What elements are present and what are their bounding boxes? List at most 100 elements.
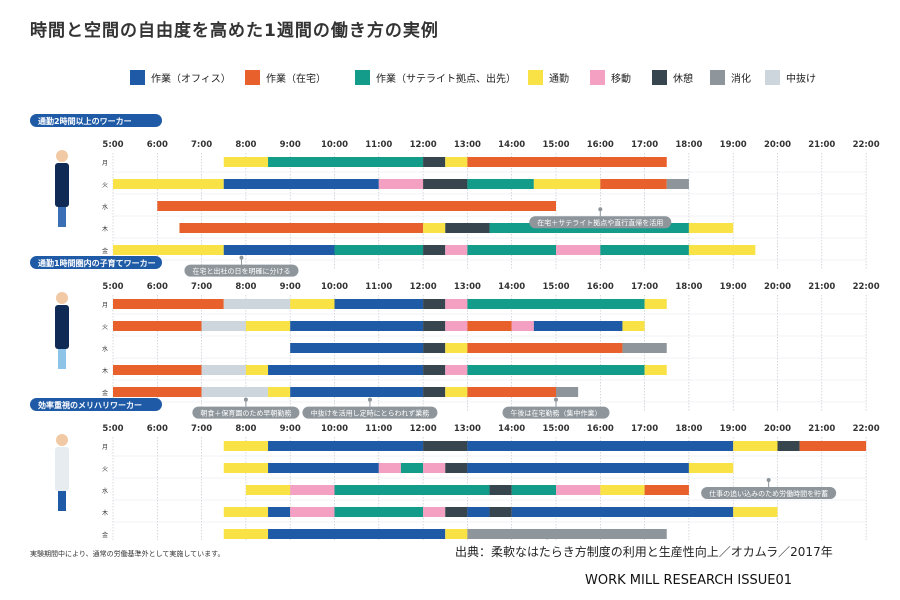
bar-move xyxy=(556,245,601,255)
bar-commute xyxy=(223,463,269,473)
callout-dot xyxy=(598,207,603,212)
bar-home xyxy=(113,321,202,331)
callout-dot xyxy=(243,397,248,402)
callout-text: 仕事の追い込みのため労働時間を貯蓄 xyxy=(709,489,828,498)
bar-office xyxy=(467,441,734,451)
bar-commute xyxy=(644,299,667,309)
bar-move xyxy=(445,365,468,375)
bar-commute xyxy=(688,463,734,473)
bar-satellite xyxy=(334,245,424,255)
legend-item-break: 中抜け xyxy=(765,70,816,85)
bar-office xyxy=(511,507,734,517)
footnote: 実験期間中により、通常の労働基準外として実施しています。 xyxy=(30,550,225,558)
bar-home xyxy=(113,299,224,309)
bar-satellite xyxy=(334,507,424,517)
bar-home xyxy=(467,343,623,353)
bar-satellite xyxy=(467,245,556,255)
hour-label: 12:00 xyxy=(410,282,437,292)
day-label: 月 xyxy=(102,160,108,167)
hour-label: 22:00 xyxy=(853,140,880,150)
hour-label: 7:00 xyxy=(191,424,212,434)
hour-label: 10:00 xyxy=(321,140,348,150)
day-label: 月 xyxy=(102,302,108,309)
bar-commute xyxy=(445,529,468,539)
callout-pill xyxy=(502,406,610,419)
legend-label: 作業（在宅） xyxy=(266,74,326,85)
hour-label: 9:00 xyxy=(280,424,301,434)
hour-label: 22:00 xyxy=(853,282,880,292)
callout-dot xyxy=(554,397,558,402)
legend-item-satellite: 作業（サテライト拠点、出先） xyxy=(355,70,516,85)
avatar-head xyxy=(56,292,68,304)
legend-label: 作業（サテライト拠点、出先） xyxy=(376,74,516,85)
bar-office xyxy=(533,321,623,331)
day-label: 月 xyxy=(102,444,108,451)
hour-label: 7:00 xyxy=(191,140,212,150)
hour-label: 21:00 xyxy=(808,282,835,292)
bar-commute xyxy=(223,157,269,167)
callout-pill xyxy=(192,406,300,419)
legend-swatch xyxy=(765,70,780,85)
bar-move xyxy=(556,485,601,495)
hour-label: 13:00 xyxy=(454,282,481,292)
legend-label: 移動 xyxy=(611,74,631,85)
bar-commute xyxy=(245,321,291,331)
legend-swatch xyxy=(652,70,667,85)
bar-rest xyxy=(423,245,446,255)
legend-item-commute: 通勤 xyxy=(528,70,569,85)
bar-office xyxy=(268,365,424,375)
hour-label: 15:00 xyxy=(542,282,569,292)
day-label: 水 xyxy=(102,487,108,495)
bar-commute xyxy=(245,485,291,495)
legend-swatch xyxy=(245,70,260,85)
bar-move xyxy=(445,299,468,309)
hour-label: 20:00 xyxy=(764,424,791,434)
bar-digest xyxy=(622,343,667,353)
hour-label: 8:00 xyxy=(235,282,256,292)
section-label: 通勤1時間圏内の子育てワーカー xyxy=(38,258,156,268)
avatar-head xyxy=(56,150,68,162)
legend-swatch xyxy=(130,70,145,85)
bar-break xyxy=(201,321,246,331)
bar-commute xyxy=(245,365,269,375)
bar-commute xyxy=(445,157,468,167)
hour-label: 6:00 xyxy=(147,140,168,150)
hour-label: 5:00 xyxy=(102,424,123,434)
callout-pill xyxy=(529,216,672,229)
bar-office xyxy=(334,299,424,309)
bar-office xyxy=(467,507,490,517)
legend-swatch xyxy=(710,70,725,85)
callout-dot xyxy=(766,478,771,482)
callout-dot xyxy=(367,397,372,402)
day-label: 金 xyxy=(102,531,108,539)
legend-item-office: 作業（オフィス） xyxy=(130,70,231,85)
legend-label: 消化 xyxy=(731,74,751,85)
bar-office xyxy=(223,179,379,189)
day-label: 金 xyxy=(102,389,108,397)
legend-label: 作業（オフィス） xyxy=(151,74,231,85)
hour-label: 6:00 xyxy=(147,282,168,292)
bar-satellite xyxy=(467,365,645,375)
avatar-legs xyxy=(58,491,66,511)
hour-label: 14:00 xyxy=(498,140,525,150)
day-label: 木 xyxy=(102,509,108,517)
bar-move xyxy=(423,463,446,473)
legend-swatch xyxy=(528,70,543,85)
bar-digest xyxy=(666,179,689,189)
hour-label: 17:00 xyxy=(631,424,658,434)
bar-commute xyxy=(600,485,645,495)
hour-label: 19:00 xyxy=(720,140,747,150)
avatar-body xyxy=(55,305,69,349)
bar-commute xyxy=(290,299,335,309)
hour-label: 14:00 xyxy=(498,424,525,434)
callout-text: 朝食＋保育園のため早朝勤務 xyxy=(200,409,291,418)
bar-home xyxy=(600,179,667,189)
bar-commute xyxy=(113,179,224,189)
hour-label: 17:00 xyxy=(631,140,658,150)
day-label: 水 xyxy=(102,203,108,211)
bar-move xyxy=(378,463,401,473)
avatar-legs xyxy=(58,349,66,369)
bar-commute xyxy=(445,343,468,353)
hour-label: 13:00 xyxy=(454,140,481,150)
bar-home xyxy=(799,441,867,451)
